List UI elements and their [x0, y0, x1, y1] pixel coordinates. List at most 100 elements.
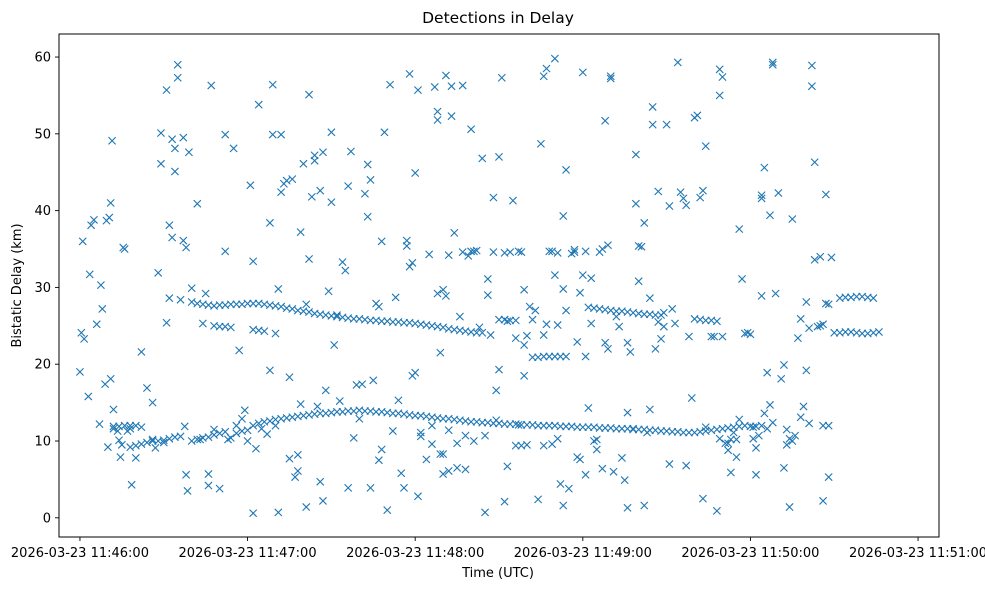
data-point — [316, 186, 325, 195]
data-point — [559, 212, 568, 220]
data-point — [651, 344, 660, 353]
data-point — [156, 129, 165, 138]
data-point — [416, 432, 425, 441]
data-point — [562, 352, 571, 361]
data-point — [768, 60, 777, 69]
data-point — [341, 266, 350, 275]
data-point — [439, 285, 448, 294]
data-point — [154, 268, 163, 277]
data-point — [383, 506, 392, 515]
data-point — [779, 360, 788, 369]
scatter-markers — [75, 54, 883, 518]
data-point — [388, 409, 397, 418]
data-point — [550, 271, 559, 280]
data-point — [542, 320, 551, 329]
data-point — [179, 236, 188, 245]
data-point — [439, 450, 448, 459]
data-point — [237, 414, 246, 423]
data-point — [95, 420, 104, 429]
x-tick-label: 2026-03-23 11:50:00 — [681, 546, 819, 561]
data-point — [684, 332, 693, 341]
data-point — [483, 291, 492, 300]
data-point — [182, 470, 191, 479]
data-point — [578, 68, 587, 77]
data-point — [363, 160, 372, 169]
data-point — [682, 201, 691, 210]
data-point — [701, 142, 710, 151]
y-tick-label: 40 — [34, 204, 51, 219]
data-point — [313, 402, 322, 411]
data-point — [601, 423, 610, 432]
data-point — [204, 481, 213, 490]
data-point — [483, 274, 492, 283]
data-point — [508, 196, 517, 205]
data-point — [511, 316, 520, 325]
data-point — [824, 300, 833, 309]
data-point — [603, 241, 612, 250]
data-point — [659, 308, 668, 317]
data-point — [634, 241, 643, 250]
data-point — [858, 329, 867, 338]
data-point — [640, 218, 649, 227]
data-point — [760, 163, 769, 172]
data-point — [113, 427, 122, 436]
data-point — [724, 446, 733, 455]
data-point — [793, 334, 802, 343]
data-point — [106, 374, 115, 383]
data-point — [183, 486, 192, 495]
chart-title: Detections in Delay — [422, 9, 574, 27]
data-point — [598, 245, 607, 254]
data-point — [765, 211, 774, 220]
data-point — [89, 215, 98, 224]
data-point — [553, 248, 562, 257]
data-point — [126, 424, 135, 433]
data-point — [109, 424, 118, 433]
data-point — [268, 130, 277, 139]
data-point — [344, 407, 353, 416]
data-point — [749, 423, 758, 432]
data-point — [640, 310, 649, 319]
data-point — [402, 236, 411, 245]
data-point — [520, 341, 529, 350]
data-point — [511, 334, 520, 343]
data-point — [665, 202, 674, 211]
data-point — [495, 365, 503, 374]
data-point — [165, 294, 174, 303]
data-point — [319, 148, 327, 157]
data-point — [226, 323, 235, 332]
data-point — [173, 60, 182, 69]
data-point — [735, 415, 744, 424]
data-point — [659, 322, 668, 331]
data-point — [430, 82, 439, 91]
data-point — [634, 277, 643, 286]
data-point — [715, 434, 724, 443]
data-point — [285, 454, 294, 463]
data-point — [274, 284, 283, 293]
y-tick-label: 20 — [34, 358, 51, 373]
data-point — [363, 212, 372, 221]
data-point — [103, 443, 112, 452]
data-point — [277, 188, 286, 197]
data-point — [411, 411, 420, 420]
data-point — [578, 271, 587, 280]
data-point — [598, 464, 607, 473]
data-point — [671, 319, 679, 328]
y-tick-label: 50 — [34, 127, 51, 142]
data-point — [486, 331, 495, 340]
data-point — [226, 433, 235, 442]
data-point — [405, 69, 414, 78]
data-point — [344, 182, 353, 191]
data-point — [467, 125, 476, 134]
data-point — [455, 312, 464, 321]
data-point — [556, 480, 565, 489]
data-point — [542, 64, 551, 73]
data-point — [796, 314, 805, 323]
data-point — [819, 496, 828, 505]
data-point — [307, 192, 316, 201]
data-point — [520, 285, 529, 294]
data-point — [187, 284, 196, 293]
data-point — [562, 165, 571, 174]
data-point — [77, 328, 86, 337]
data-point — [302, 300, 311, 309]
data-point — [296, 228, 305, 237]
